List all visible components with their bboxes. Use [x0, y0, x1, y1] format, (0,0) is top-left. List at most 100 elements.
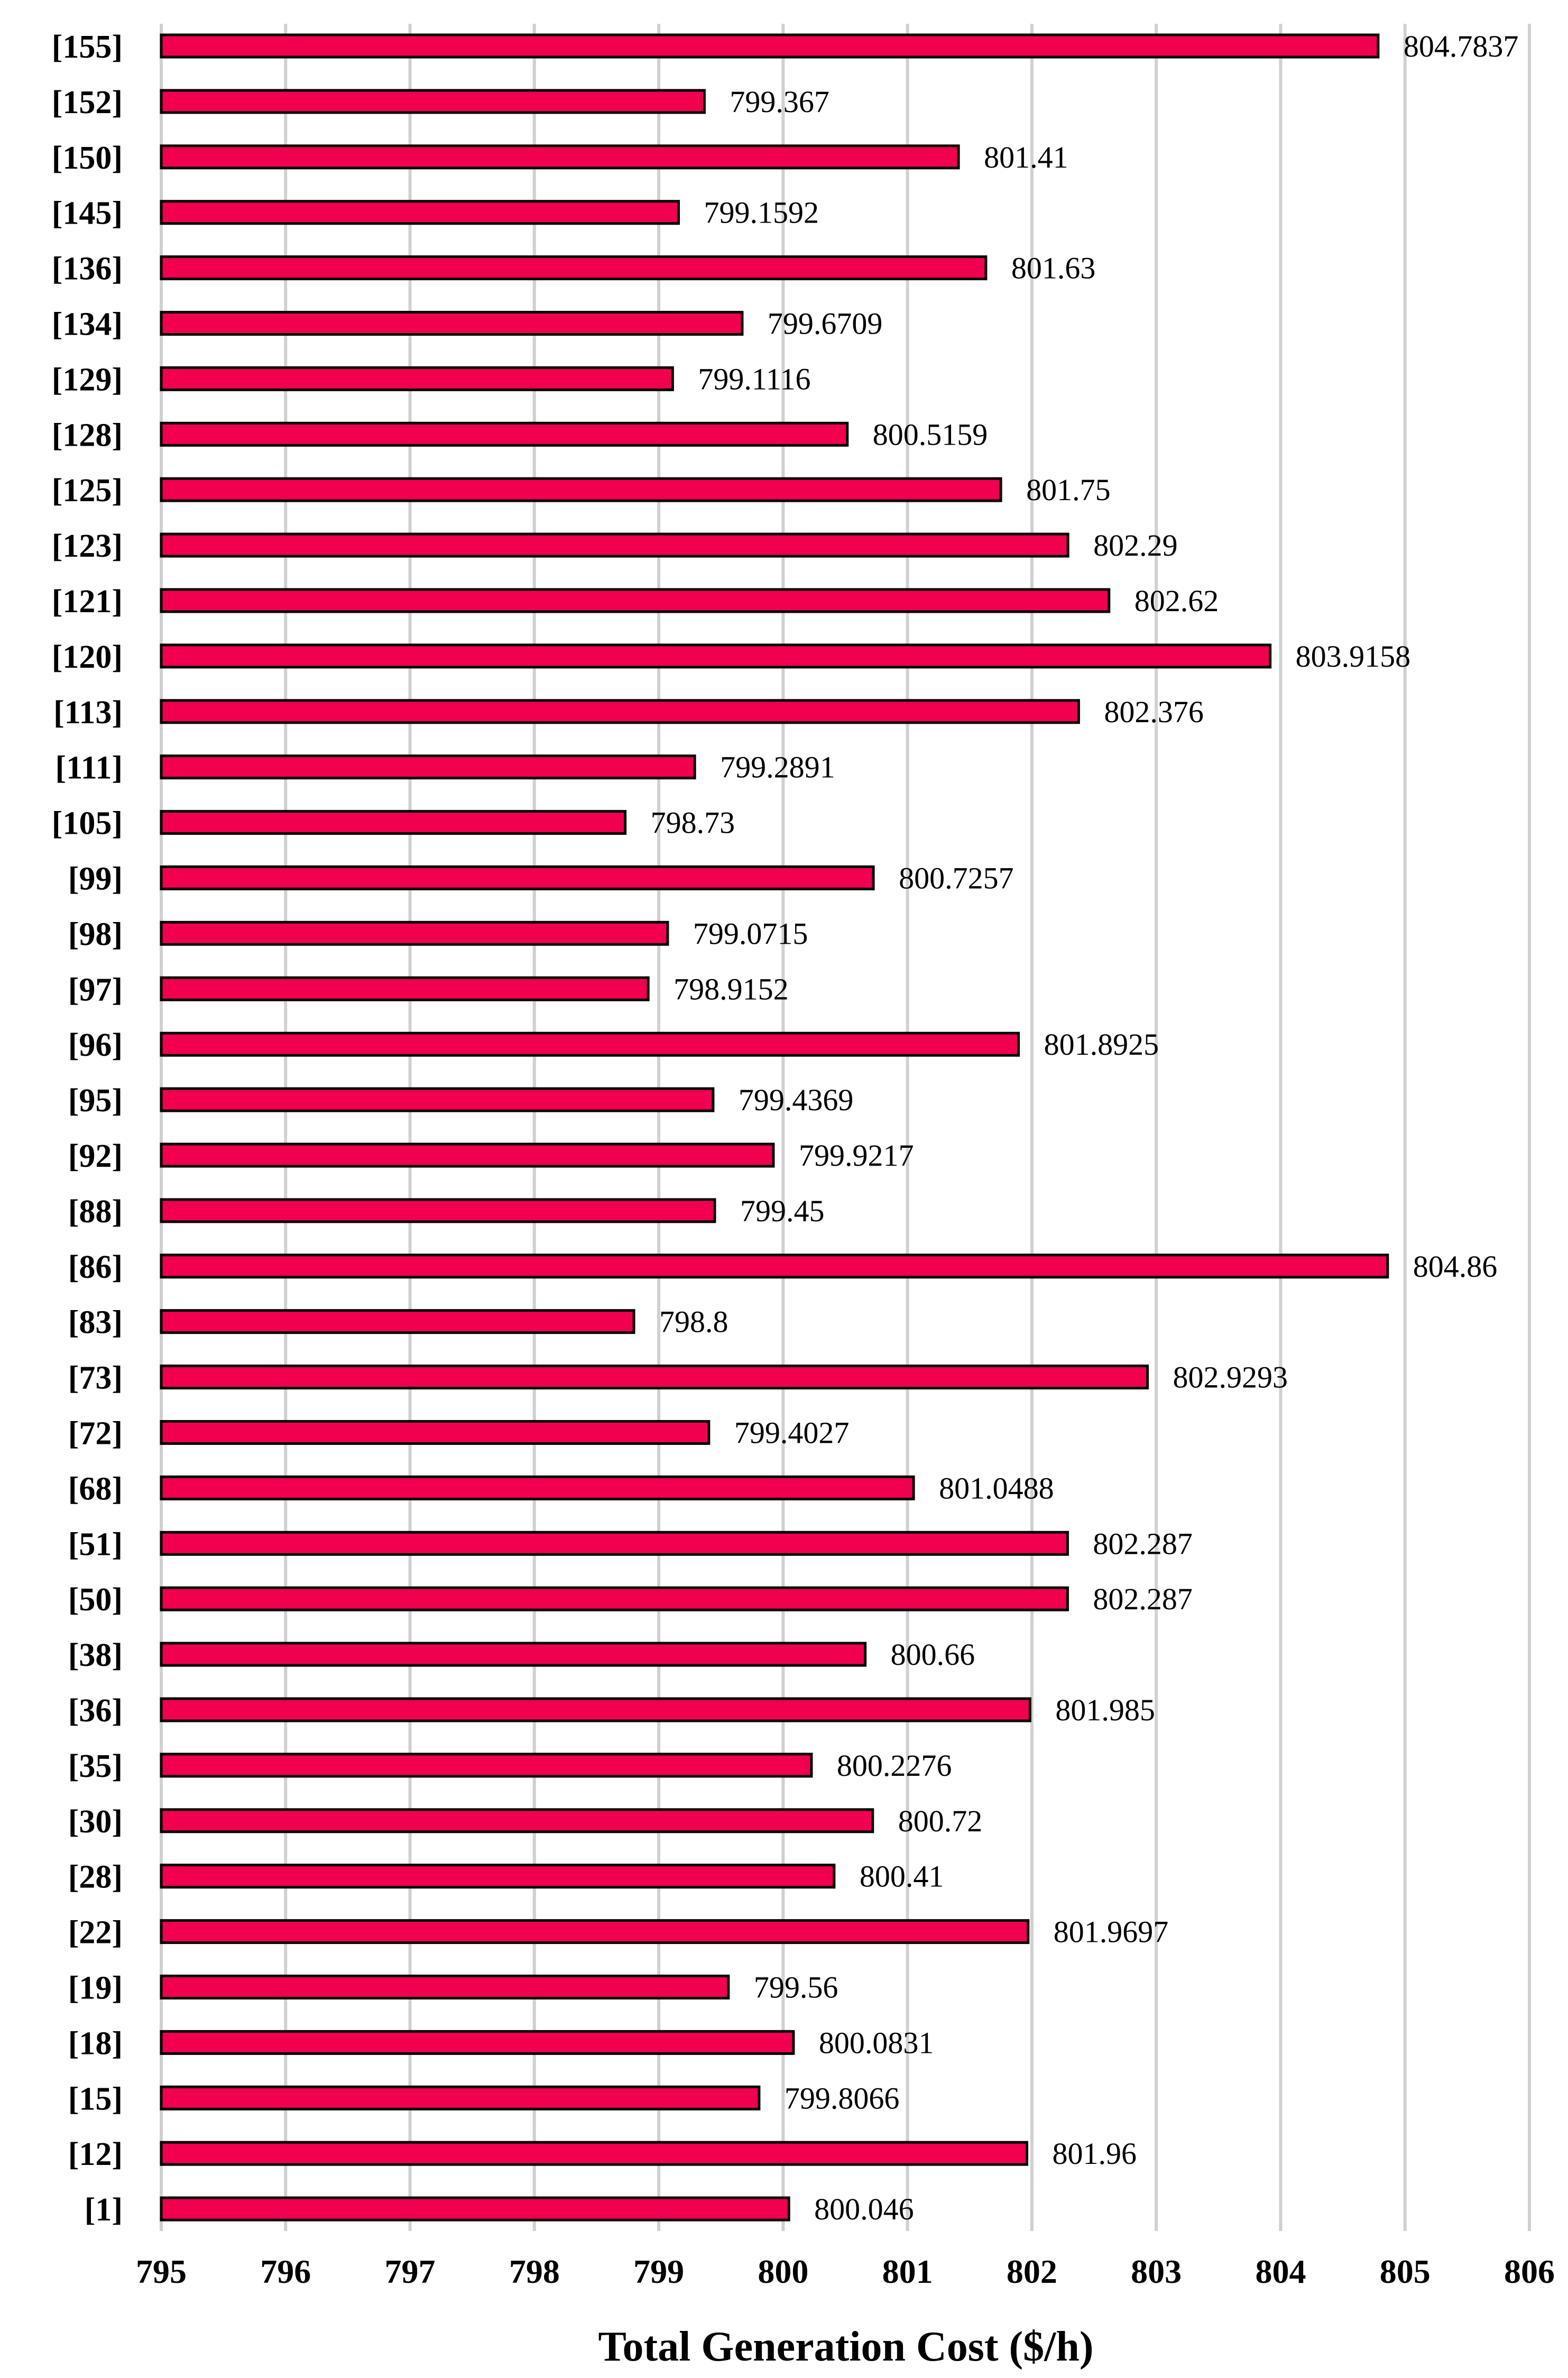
bar [160, 976, 650, 1001]
bar [160, 643, 1272, 669]
category-label: [99] [68, 861, 123, 897]
x-tick-label: 798 [509, 2253, 560, 2290]
x-tick-label: 802 [1007, 2253, 1057, 2290]
data-label: 799.6709 [768, 307, 883, 341]
data-label: 799.45 [740, 1194, 825, 1228]
bar [160, 1753, 813, 1778]
bar [160, 810, 627, 835]
data-label: 799.9217 [799, 1138, 914, 1173]
bar [160, 1919, 1030, 1944]
category-label: [105] [52, 806, 123, 842]
data-label: 799.1116 [698, 362, 810, 396]
bar [160, 2030, 795, 2055]
category-label: [145] [52, 196, 123, 232]
gridlines [160, 24, 1531, 2231]
category-label: [95] [68, 1083, 123, 1119]
category-label: [22] [68, 1915, 123, 1951]
category-label: [111] [56, 750, 123, 786]
category-label: [134] [52, 307, 123, 343]
bar [160, 2085, 761, 2110]
x-tick-label: 803 [1131, 2253, 1182, 2290]
data-label: 802.29 [1093, 528, 1178, 563]
category-label: [83] [68, 1305, 123, 1341]
data-label: 799.0715 [693, 916, 808, 951]
data-label: 799.367 [730, 85, 829, 119]
bar [160, 421, 849, 447]
data-label: 800.41 [860, 1859, 944, 1894]
data-label: 802.9293 [1173, 1360, 1288, 1395]
bar [160, 255, 988, 281]
data-label: 802.287 [1093, 1526, 1193, 1561]
data-label: 798.73 [651, 806, 735, 840]
data-label: 801.63 [1011, 251, 1096, 285]
bar [160, 2141, 1028, 2166]
data-label: 800.7257 [899, 861, 1014, 896]
data-label: 802.287 [1093, 1582, 1193, 1616]
category-label: [15] [68, 2081, 123, 2117]
data-label: 803.9158 [1296, 639, 1411, 674]
category-label: [113] [53, 695, 123, 731]
category-label: [150] [52, 140, 123, 176]
data-label: 799.4027 [734, 1416, 850, 1450]
category-label: [155] [52, 29, 123, 65]
category-label: [51] [68, 1526, 123, 1562]
category-label: [152] [52, 85, 123, 121]
category-label: [96] [68, 1027, 123, 1063]
x-tick-label: 800 [758, 2253, 808, 2290]
data-label: 801.985 [1055, 1693, 1155, 1727]
bar [160, 588, 1111, 613]
category-label: [86] [68, 1249, 123, 1285]
category-label: [19] [68, 1970, 123, 2006]
category-label: [50] [68, 1582, 123, 1618]
x-tick-label: 799 [633, 2253, 684, 2290]
category-label: [128] [52, 417, 123, 453]
data-label: 800.66 [891, 1637, 975, 1672]
data-label: 804.7837 [1404, 29, 1519, 63]
bar [160, 1420, 711, 1445]
data-label: 804.86 [1413, 1249, 1498, 1284]
category-label: [18] [68, 2025, 123, 2061]
data-label: 799.1592 [704, 196, 819, 230]
category-label: [136] [52, 251, 123, 287]
bar [160, 1031, 1020, 1057]
category-labels: [155] [152] [150] [145] [136] [134] [129] [128]… [52, 29, 123, 2228]
bar [160, 1531, 1069, 1556]
bar [160, 1808, 874, 1833]
data-label: 802.376 [1104, 695, 1204, 729]
x-tick-label: 805 [1380, 2253, 1431, 2290]
data-label: 802.62 [1135, 584, 1219, 618]
x-tick-labels: 795 796 797 798 799 800 801 802 803 804 805 806 [136, 2253, 1555, 2290]
category-label: [120] [52, 639, 123, 675]
data-label: 801.9697 [1054, 1915, 1169, 1949]
bar [160, 200, 680, 225]
bar [160, 1365, 1149, 1390]
data-label: 799.4369 [739, 1083, 854, 1117]
data-label: 801.96 [1052, 2136, 1136, 2171]
category-label: [73] [68, 1360, 123, 1396]
bar [160, 1087, 715, 1112]
data-label: 801.75 [1026, 473, 1110, 507]
bar [160, 1198, 716, 1223]
x-tick-label: 797 [385, 2253, 436, 2290]
category-label: [97] [68, 972, 123, 1008]
bar [160, 311, 744, 336]
bar [160, 33, 1380, 59]
bar [160, 2196, 790, 2222]
data-label: 800.5159 [873, 417, 988, 451]
data-label: 799.2891 [720, 750, 835, 785]
category-label: [1] [85, 2192, 123, 2228]
bar [160, 865, 875, 890]
bar [160, 89, 706, 114]
data-label: 801.8925 [1044, 1027, 1159, 1062]
bar [160, 1253, 1389, 1279]
data-label: 800.72 [898, 1804, 983, 1838]
x-tick-label: 795 [136, 2253, 187, 2290]
bar [160, 699, 1080, 724]
x-tick-label: 801 [882, 2253, 933, 2290]
category-label: [121] [52, 584, 123, 620]
data-label: 799.8066 [785, 2081, 900, 2115]
category-label: [98] [68, 916, 123, 952]
category-label: [28] [68, 1859, 123, 1895]
bar [160, 920, 669, 946]
